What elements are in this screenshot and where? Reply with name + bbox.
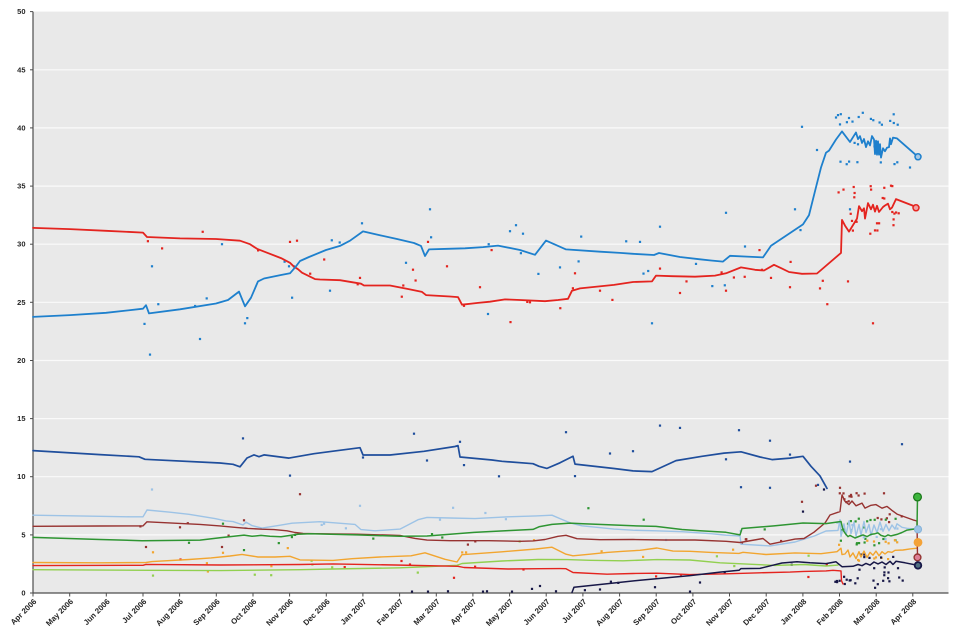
svg-text:35: 35 [17,182,25,191]
svg-text:50: 50 [17,7,25,16]
svg-text:25: 25 [17,298,25,307]
svg-text:45: 45 [17,65,25,74]
svg-text:10: 10 [17,472,25,481]
svg-text:20: 20 [17,356,25,365]
svg-text:15: 15 [17,414,25,423]
svg-text:5: 5 [21,530,25,539]
svg-text:0: 0 [21,589,25,598]
svg-text:30: 30 [17,240,25,249]
svg-text:40: 40 [17,123,25,132]
